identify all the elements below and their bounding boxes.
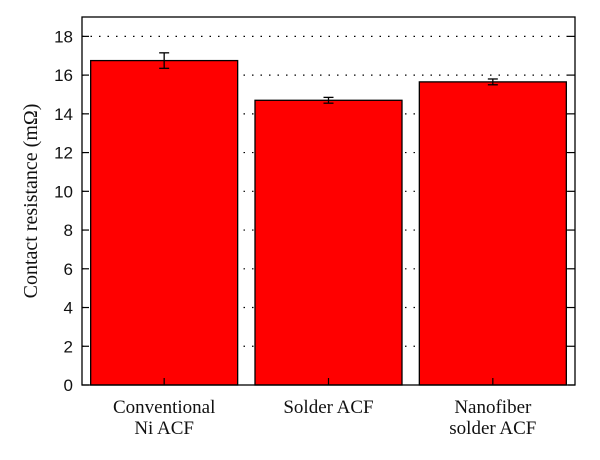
y-tick-label: 14 <box>54 105 73 124</box>
y-tick-label: 8 <box>64 221 73 240</box>
category-label: solder ACF <box>449 418 536 439</box>
y-tick-label: 0 <box>64 376 73 395</box>
y-tick-label: 10 <box>54 182 73 201</box>
bars <box>90 59 567 386</box>
bar <box>90 59 239 386</box>
y-tick-label: 16 <box>54 66 73 85</box>
category-label: Conventional <box>113 397 215 418</box>
y-axis-ticks: 0 2 4 6 8 10 12 14 16 18 <box>54 27 575 395</box>
y-tick-label: 12 <box>54 144 73 163</box>
error-bars <box>159 52 498 104</box>
y-tick-label: 2 <box>64 337 73 356</box>
y-tick-label: 6 <box>64 260 73 279</box>
bar <box>254 99 403 386</box>
bar <box>418 81 567 386</box>
category-label: Solder ACF <box>283 397 373 418</box>
y-axis-title: Contact resistance (mΩ) <box>20 104 42 299</box>
y-tick-label: 4 <box>64 299 73 318</box>
y-tick-label: 18 <box>54 27 73 46</box>
category-label: Nanofiber <box>454 397 532 418</box>
category-label: Ni ACF <box>134 418 194 439</box>
